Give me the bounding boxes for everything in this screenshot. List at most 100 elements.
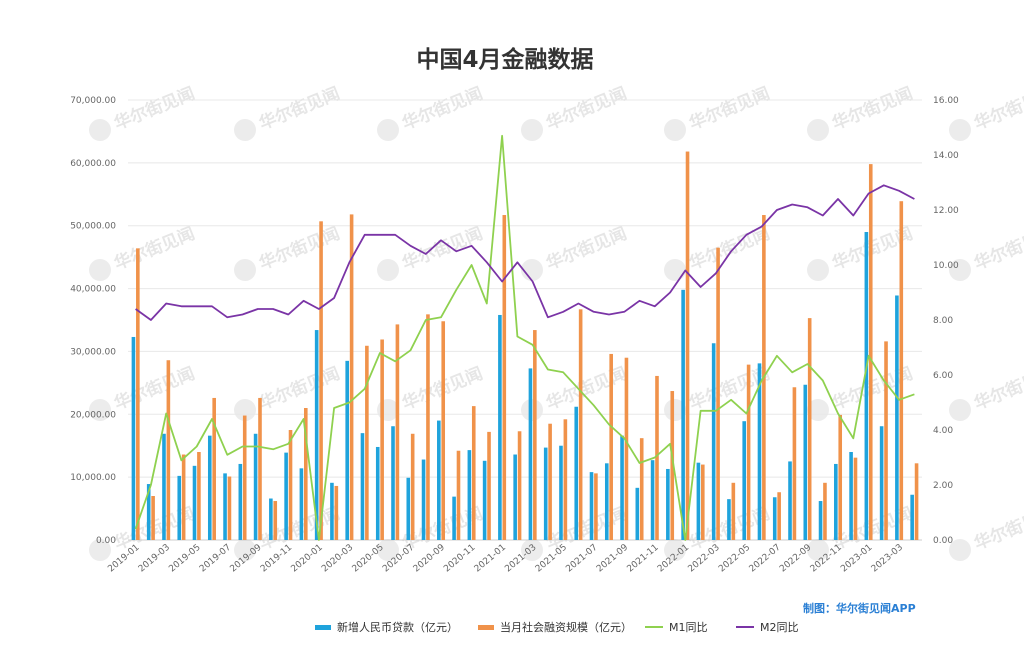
bar-loans bbox=[131, 336, 136, 540]
bar-loans bbox=[711, 343, 716, 540]
x-tick-label: 2022-07 bbox=[748, 543, 783, 575]
bar-tsf bbox=[884, 341, 888, 540]
watermark-text: 华尔街见闻 bbox=[543, 83, 630, 134]
right-tick-label: 14.00 bbox=[933, 151, 959, 161]
bar-loans bbox=[574, 406, 579, 540]
watermark-logo-icon bbox=[949, 539, 971, 561]
watermark-text: 华尔街见闻 bbox=[686, 223, 773, 274]
watermark: 华尔街见闻 bbox=[949, 503, 1024, 561]
bar-loans bbox=[910, 494, 914, 540]
bar-tsf bbox=[227, 476, 232, 540]
bar-tsf bbox=[624, 357, 629, 540]
bar-loans bbox=[253, 433, 258, 540]
bar-loans bbox=[482, 460, 487, 540]
left-tick-label: 40,000.00 bbox=[70, 285, 116, 295]
bar-tsf bbox=[212, 397, 216, 540]
bar-tsf bbox=[319, 221, 323, 541]
right-tick-label: 8.00 bbox=[933, 316, 953, 326]
bar-tsf bbox=[441, 321, 446, 540]
bar-loans bbox=[269, 498, 273, 540]
watermark: 华尔街见闻 bbox=[949, 363, 1024, 421]
watermark-text: 华尔街见闻 bbox=[111, 223, 198, 274]
legend-item-loans[interactable]: 新增人民币贷款（亿元） bbox=[315, 619, 458, 635]
bar-tsf bbox=[731, 482, 736, 540]
right-tick-label: 16.00 bbox=[933, 96, 959, 106]
watermark-logo-icon bbox=[377, 259, 399, 281]
watermark-logo-icon bbox=[234, 119, 256, 141]
bar-loans bbox=[437, 420, 441, 540]
watermark-logo-icon bbox=[234, 399, 256, 421]
watermark-logo-icon bbox=[807, 119, 829, 141]
watermark-text: 华尔街见闻 bbox=[111, 363, 198, 414]
watermark: 华尔街见闻 bbox=[521, 223, 630, 281]
bar-tsf bbox=[151, 496, 155, 540]
bar-tsf bbox=[471, 406, 476, 540]
bar-tsf bbox=[914, 463, 919, 540]
left-tick-label: 50,000.00 bbox=[70, 222, 116, 232]
x-tick-label: 2020-11 bbox=[442, 543, 477, 575]
right-tick-label: 2.00 bbox=[933, 481, 953, 491]
bar-loans bbox=[696, 462, 701, 540]
watermark: 华尔街见闻 bbox=[521, 83, 630, 141]
bar-loans bbox=[498, 314, 502, 540]
left-tick-label: 70,000.00 bbox=[70, 96, 116, 106]
bar-tsf bbox=[258, 397, 262, 540]
watermark: 华尔街见闻 bbox=[234, 363, 343, 421]
watermark-logo-icon bbox=[949, 399, 971, 421]
legend-label-loans: 新增人民币贷款（亿元） bbox=[337, 621, 458, 634]
bar-loans bbox=[635, 487, 640, 540]
x-tick-label: 2020-03 bbox=[320, 543, 355, 575]
x-tick-label: 2022-05 bbox=[717, 543, 752, 575]
legend-item-m2[interactable]: M2同比 bbox=[736, 619, 799, 635]
watermark-logo-icon bbox=[89, 399, 111, 421]
bar-tsf bbox=[181, 454, 186, 540]
left-axis-ticks: 0.00 10,000.00 20,000.00 30,000.00 40,000.00… bbox=[70, 96, 116, 546]
watermark: 华尔街见闻 bbox=[234, 223, 343, 281]
watermark-text: 华尔街见闻 bbox=[543, 223, 630, 274]
bar-loans bbox=[192, 465, 197, 540]
bar-tsf bbox=[716, 247, 720, 540]
watermark-logo-icon bbox=[807, 399, 829, 421]
bar-tsf bbox=[838, 414, 843, 540]
bar-tsf bbox=[578, 309, 583, 540]
bar-loans bbox=[223, 473, 227, 540]
watermark: 华尔街见闻 bbox=[234, 83, 343, 141]
bar-tsf bbox=[426, 314, 430, 540]
bar-tsf bbox=[334, 485, 339, 540]
watermark-text: 华尔街见闻 bbox=[256, 363, 343, 414]
x-tick-label: 2023-03 bbox=[870, 543, 905, 575]
bar-loans bbox=[284, 452, 288, 540]
watermark: 华尔街见闻 bbox=[377, 83, 486, 141]
legend-label-m1: M1同比 bbox=[669, 621, 708, 634]
chart-credit: 制图：华尔街见闻APP bbox=[803, 602, 916, 615]
bar-tsf bbox=[899, 201, 904, 540]
bar-tsf bbox=[746, 364, 751, 540]
bar-loans bbox=[330, 482, 334, 540]
left-tick-label: 60,000.00 bbox=[70, 159, 116, 169]
watermark: 华尔街见闻 bbox=[807, 223, 916, 281]
x-tick-label: 2021-01 bbox=[473, 543, 508, 575]
bar-tsf bbox=[777, 492, 781, 540]
watermark-text: 华尔街见闻 bbox=[686, 83, 773, 134]
watermark: 华尔街见闻 bbox=[807, 83, 916, 141]
bar-tsf bbox=[502, 215, 507, 540]
right-tick-label: 12.00 bbox=[933, 206, 959, 216]
bar-loans bbox=[818, 501, 823, 540]
bar-tsf bbox=[807, 318, 812, 540]
watermark-text: 华尔街见闻 bbox=[971, 83, 1024, 134]
watermark: 华尔街见闻 bbox=[89, 83, 198, 141]
grid-lines bbox=[128, 99, 922, 541]
watermark-text: 华尔街见闻 bbox=[971, 363, 1024, 414]
bar-loans bbox=[727, 499, 731, 540]
watermark-logo-icon bbox=[377, 119, 399, 141]
bar-tsf bbox=[670, 391, 675, 540]
line-m2 bbox=[135, 184, 915, 321]
watermark-text: 华尔街见闻 bbox=[256, 83, 343, 134]
bar-tsf bbox=[273, 501, 278, 540]
legend-item-tsf[interactable]: 当月社会融资规模（亿元） bbox=[478, 619, 632, 635]
legend-item-m1[interactable]: M1同比 bbox=[645, 619, 708, 635]
bar-loans bbox=[788, 461, 792, 540]
bar-loans bbox=[528, 368, 533, 540]
bar-series bbox=[131, 151, 919, 541]
bar-loans bbox=[467, 450, 472, 540]
